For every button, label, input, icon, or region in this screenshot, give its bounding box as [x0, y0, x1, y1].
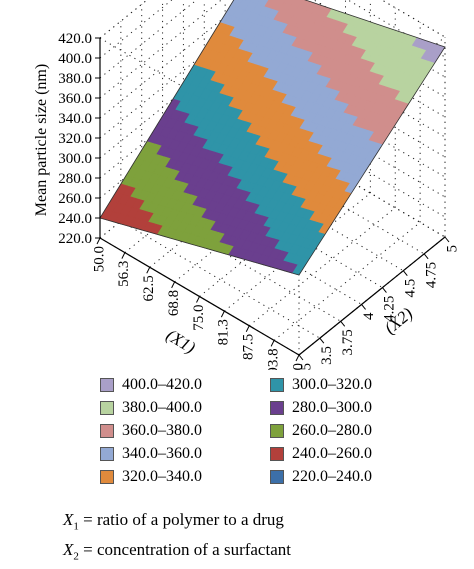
legend-label: 300.0–320.0 [292, 376, 372, 394]
legend-item: 240.0–260.0 [270, 444, 372, 464]
response-surface [100, 0, 445, 275]
legend-swatch [100, 470, 114, 484]
legend-item: 300.0–320.0 [270, 375, 372, 395]
x1-tick-label: 93.8 [265, 348, 281, 370]
x2-tick-label: 3.25 [298, 363, 314, 370]
x1-tick [296, 355, 299, 361]
legend-label: 380.0–400.0 [122, 399, 202, 417]
z-tick-label: 240.0 [58, 211, 92, 227]
x2-tick-label: 4.75 [423, 262, 439, 288]
legend-label: 280.0–300.0 [292, 399, 372, 417]
legend-label: 260.0–280.0 [292, 422, 372, 440]
z-tick-label: 420.0 [58, 31, 92, 47]
legend-swatch [100, 378, 114, 392]
legend-label: 240.0–260.0 [292, 445, 372, 463]
legend-item: 320.0–340.0 [100, 467, 202, 487]
x1-tick [197, 297, 200, 303]
x1-tick-label: 87.5 [241, 334, 257, 360]
legend: 400.0–420.0 380.0–400.0 360.0–380.0 340.0–3… [100, 375, 430, 490]
x2-tick-label: 4 [361, 312, 377, 320]
x2-tick-label: 3.5 [319, 346, 335, 365]
x1-tick [271, 340, 274, 346]
legend-item: 220.0–240.0 [270, 467, 372, 487]
x1-tick [172, 282, 175, 288]
x2-tick-label: 3.75 [340, 329, 356, 355]
legend-label: 360.0–380.0 [122, 422, 202, 440]
legend-item: 260.0–280.0 [270, 421, 372, 441]
z-tick-label: 300.0 [58, 151, 92, 167]
note-x1: X1 = ratio of a polymer to a drug [63, 508, 291, 538]
x1-tick-label: 56.3 [116, 261, 132, 287]
legend-item: 280.0–300.0 [270, 398, 372, 418]
legend-swatch [100, 447, 114, 461]
x1-tick-label: 75.0 [191, 305, 207, 331]
legend-swatch [270, 470, 284, 484]
legend-swatch [270, 424, 284, 438]
legend-swatch [100, 401, 114, 415]
z-tick-label: 340.0 [58, 111, 92, 127]
x2-tick [341, 321, 345, 326]
legend-item: 340.0–360.0 [100, 444, 202, 464]
legend-swatch [270, 378, 284, 392]
legend-item: 380.0–400.0 [100, 398, 202, 418]
surface-plot: 220.0 240.0 260.0 280.0 300.0 320.0 340.0 360.0… [0, 0, 474, 370]
x1-tick-label: 50.0 [91, 246, 107, 272]
x2-tick [403, 271, 407, 276]
x2-tick-label: 5 [444, 245, 460, 253]
x1-tick [97, 238, 100, 244]
x2-tick [445, 237, 449, 242]
z-tick-label: 360.0 [58, 91, 92, 107]
legend-item: 360.0–380.0 [100, 421, 202, 441]
z-tick-label: 380.0 [58, 71, 92, 87]
legend-swatch [270, 401, 284, 415]
legend-label: 340.0–360.0 [122, 445, 202, 463]
legend-item: 400.0–420.0 [100, 375, 202, 395]
z-tick-label: 320.0 [58, 131, 92, 147]
z-tick-label: 400.0 [58, 51, 92, 67]
z-tick-label: 280.0 [58, 171, 92, 187]
x2-tick [320, 338, 324, 343]
legend-label: 320.0–340.0 [122, 468, 202, 486]
x2-axis [299, 237, 445, 355]
note-x2: X2 = concentration of a surfactant [63, 538, 291, 568]
legend-label: 400.0–420.0 [122, 376, 202, 394]
legend-swatch [100, 424, 114, 438]
z-tick-label: 220.0 [58, 231, 92, 247]
x1-tick-label: 68.8 [166, 290, 182, 316]
x2-tick [362, 304, 366, 309]
z-axis-title: Mean particle size (nm) [33, 64, 50, 216]
x1-tick [221, 311, 224, 317]
legend-swatch [270, 447, 284, 461]
x1-tick-label: 62.5 [141, 275, 157, 301]
x1-tick-label: 81.3 [216, 319, 232, 345]
x2-tick [382, 288, 386, 293]
x2-tick [299, 355, 303, 360]
x2-tick [424, 254, 428, 259]
variable-notes: X1 = ratio of a polymer to a drug X2 = c… [63, 508, 291, 569]
x2-tick-label: 4.5 [403, 279, 419, 298]
x1-tick [246, 326, 249, 332]
z-tick-label: 260.0 [58, 191, 92, 207]
legend-label: 220.0–240.0 [292, 468, 372, 486]
x1-tick [147, 267, 150, 273]
x1-tick [122, 253, 125, 259]
